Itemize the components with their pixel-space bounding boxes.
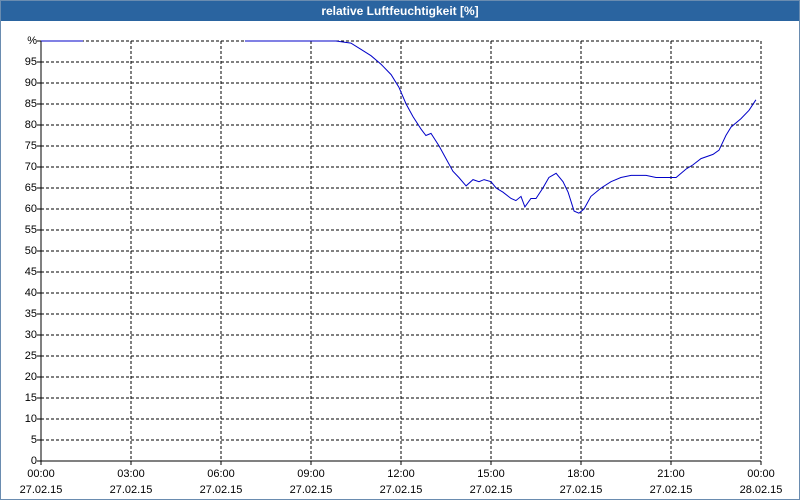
y-tick-label: 40 xyxy=(25,287,37,299)
data-line xyxy=(41,40,757,214)
y-tick-label: 55 xyxy=(25,224,37,236)
x-tick-label: 03:00 27.02.15 xyxy=(109,468,153,496)
y-tick-label: 35 xyxy=(25,308,37,320)
y-tick-label: % xyxy=(27,35,37,47)
y-tick-label: 75 xyxy=(25,140,37,152)
y-tick-label: 70 xyxy=(25,161,37,173)
y-tick-label: 30 xyxy=(25,329,37,341)
y-tick-label: 50 xyxy=(25,245,37,257)
y-tick-label: 95 xyxy=(25,56,37,68)
y-tick-label: 25 xyxy=(25,350,37,362)
x-tick-label: 00:00 27.02.15 xyxy=(19,468,63,496)
y-tick-label: 10 xyxy=(25,413,37,425)
y-tick-label: 15 xyxy=(25,392,37,404)
x-tick-label: 18:00 27.02.15 xyxy=(559,468,603,496)
y-tick-label: 80 xyxy=(25,119,37,131)
y-tick-label: 65 xyxy=(25,182,37,194)
x-tick-label: 00:00 28.02.15 xyxy=(739,468,783,496)
y-tick-label: 60 xyxy=(25,203,37,215)
y-tick-label: 90 xyxy=(25,77,37,89)
x-tick-label: 21:00 27.02.15 xyxy=(649,468,693,496)
x-tick-label: 12:00 27.02.15 xyxy=(379,468,423,496)
y-tick-label: 85 xyxy=(25,98,37,110)
y-tick-label: 0 xyxy=(31,455,37,467)
x-tick-label: 09:00 27.02.15 xyxy=(289,468,333,496)
y-tick-label: 45 xyxy=(25,266,37,278)
chart-title: relative Luftfeuchtigkeit [%] xyxy=(1,1,799,21)
y-tick-label: 5 xyxy=(31,434,37,446)
x-tick-label: 15:00 27.02.15 xyxy=(469,468,513,496)
x-tick-label: 06:00 27.02.15 xyxy=(199,468,243,496)
y-tick-label: 20 xyxy=(25,371,37,383)
